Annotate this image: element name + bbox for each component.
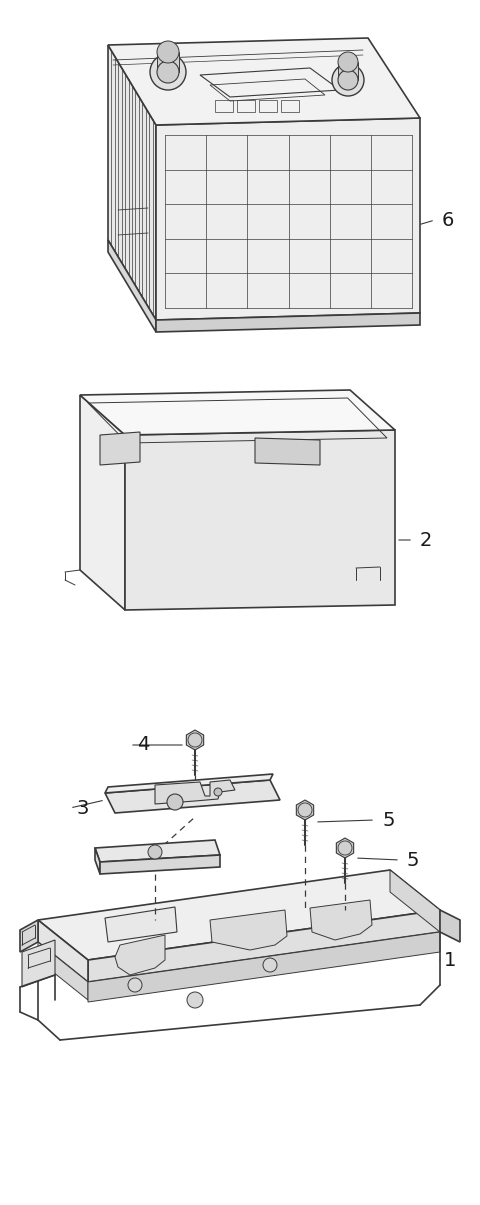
Polygon shape — [105, 780, 280, 813]
Polygon shape — [255, 437, 320, 465]
Circle shape — [338, 841, 352, 856]
Polygon shape — [440, 910, 460, 942]
Polygon shape — [38, 870, 440, 960]
Polygon shape — [310, 900, 372, 940]
Text: 4: 4 — [137, 735, 149, 754]
Polygon shape — [100, 856, 220, 874]
Polygon shape — [38, 892, 440, 982]
Polygon shape — [20, 919, 38, 952]
Polygon shape — [156, 313, 420, 333]
Circle shape — [332, 64, 364, 96]
Circle shape — [338, 70, 358, 90]
Text: 1: 1 — [444, 951, 456, 970]
Polygon shape — [105, 774, 273, 793]
Polygon shape — [390, 870, 440, 931]
Polygon shape — [115, 935, 165, 975]
Polygon shape — [95, 840, 220, 862]
Polygon shape — [186, 730, 204, 750]
Circle shape — [157, 41, 179, 63]
Polygon shape — [105, 907, 177, 942]
Text: 6: 6 — [442, 211, 455, 229]
Text: 5: 5 — [382, 811, 395, 829]
Polygon shape — [38, 919, 88, 982]
Polygon shape — [155, 780, 235, 804]
Polygon shape — [108, 240, 156, 333]
Circle shape — [298, 803, 312, 817]
Circle shape — [128, 978, 142, 992]
Circle shape — [263, 958, 277, 972]
Circle shape — [188, 733, 202, 747]
Polygon shape — [100, 433, 140, 465]
Polygon shape — [108, 45, 156, 321]
Polygon shape — [88, 910, 440, 982]
Polygon shape — [22, 940, 55, 987]
Polygon shape — [80, 390, 395, 435]
Polygon shape — [336, 837, 354, 858]
Polygon shape — [156, 118, 420, 321]
Circle shape — [150, 54, 186, 90]
Polygon shape — [296, 800, 313, 819]
Polygon shape — [108, 39, 420, 125]
Polygon shape — [338, 61, 358, 80]
Circle shape — [167, 794, 183, 810]
Polygon shape — [157, 52, 179, 72]
Polygon shape — [88, 931, 440, 1003]
Text: 2: 2 — [420, 530, 432, 549]
Polygon shape — [38, 942, 88, 1000]
Polygon shape — [80, 395, 125, 610]
Circle shape — [148, 845, 162, 859]
Polygon shape — [125, 430, 395, 610]
Circle shape — [187, 992, 203, 1009]
Polygon shape — [95, 848, 100, 874]
Circle shape — [157, 61, 179, 83]
Circle shape — [214, 788, 222, 797]
Text: 5: 5 — [407, 851, 420, 870]
Polygon shape — [210, 910, 287, 950]
Circle shape — [338, 52, 358, 72]
Text: 3: 3 — [77, 799, 89, 817]
